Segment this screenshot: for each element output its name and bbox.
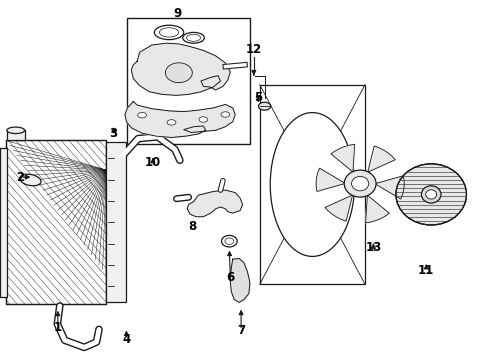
Ellipse shape	[396, 164, 466, 225]
Text: 12: 12	[245, 43, 262, 56]
Ellipse shape	[154, 25, 184, 40]
Ellipse shape	[199, 117, 208, 122]
Text: 9: 9	[173, 7, 181, 20]
Ellipse shape	[183, 32, 204, 43]
Ellipse shape	[221, 112, 230, 117]
Polygon shape	[316, 168, 348, 192]
Text: 5: 5	[254, 91, 262, 104]
Ellipse shape	[159, 28, 178, 37]
Polygon shape	[187, 190, 243, 217]
Ellipse shape	[421, 186, 441, 203]
Text: 4: 4	[122, 333, 130, 346]
Text: 1: 1	[54, 321, 62, 334]
Text: 3: 3	[110, 127, 118, 140]
Ellipse shape	[221, 235, 237, 247]
Ellipse shape	[7, 127, 24, 134]
Ellipse shape	[187, 34, 200, 41]
Ellipse shape	[20, 174, 41, 186]
Ellipse shape	[138, 112, 147, 118]
Text: 8: 8	[188, 220, 196, 233]
Polygon shape	[365, 146, 395, 175]
Ellipse shape	[344, 170, 376, 197]
Polygon shape	[125, 102, 235, 138]
Polygon shape	[331, 144, 355, 175]
Bar	[6, 140, 106, 304]
Bar	[6, 140, 106, 304]
Text: 6: 6	[226, 271, 234, 284]
Ellipse shape	[259, 102, 270, 110]
Bar	[260, 85, 365, 284]
Ellipse shape	[426, 190, 437, 199]
Polygon shape	[131, 43, 230, 95]
Polygon shape	[372, 176, 404, 199]
Bar	[106, 142, 126, 302]
Ellipse shape	[225, 238, 234, 244]
Ellipse shape	[352, 176, 368, 191]
Ellipse shape	[166, 63, 192, 82]
Ellipse shape	[270, 113, 355, 256]
Text: 2: 2	[17, 171, 24, 184]
Text: 11: 11	[418, 264, 435, 277]
Bar	[127, 18, 250, 144]
Bar	[0, 148, 7, 297]
Polygon shape	[325, 193, 355, 221]
Ellipse shape	[167, 120, 176, 125]
Bar	[7, 130, 24, 140]
Polygon shape	[366, 193, 390, 223]
Text: 13: 13	[365, 241, 382, 254]
Text: 10: 10	[145, 156, 161, 169]
Polygon shape	[230, 258, 250, 302]
Text: 7: 7	[237, 324, 245, 337]
